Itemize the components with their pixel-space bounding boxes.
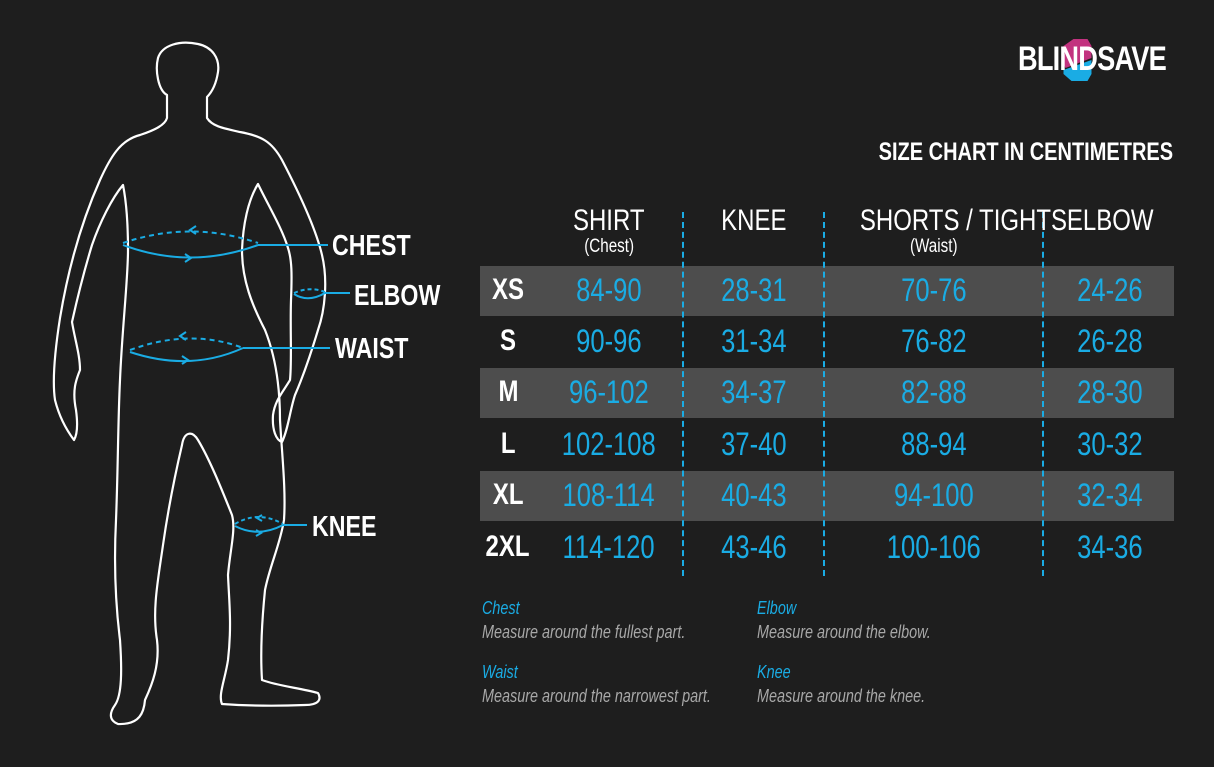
row-stripe <box>480 266 1174 316</box>
table-cell: 30-32 <box>1077 426 1143 462</box>
page-title: SIZE CHART IN CENTIMETRES <box>878 138 1173 166</box>
row-stripe <box>480 471 1174 521</box>
note-title: Elbow <box>757 598 797 618</box>
table-cell: 96-102 <box>569 374 649 410</box>
column-divider <box>823 212 825 576</box>
note-text: Measure around the fullest part. <box>482 622 686 642</box>
column-header: SHIRT <box>509 204 709 238</box>
size-label: XL <box>492 478 524 511</box>
note-title: Waist <box>482 662 518 682</box>
table-cell: 32-34 <box>1077 477 1143 513</box>
table-cell: 94-100 <box>894 477 974 513</box>
figure-label-elbow: ELBOW <box>354 280 441 312</box>
note-title: Chest <box>482 598 520 618</box>
brand-name: BLINDSAVE <box>1018 40 1167 78</box>
elbow-measure <box>293 288 350 300</box>
column-header-label: KNEE <box>721 204 787 237</box>
table-cell: 102-108 <box>562 426 656 462</box>
column-subheader: (Chest) <box>584 236 634 257</box>
column-header: SHORTS / TIGHTS <box>834 204 1067 238</box>
figure-label-chest: CHEST <box>332 230 411 262</box>
table-cell: 70-76 <box>901 272 967 308</box>
table-cell: 43-46 <box>721 529 787 565</box>
column-header: KNEE <box>654 204 854 238</box>
table-cell: 88-94 <box>901 426 967 462</box>
table-cell: 34-37 <box>721 374 787 410</box>
column-header-label: SHIRT <box>573 204 645 237</box>
note-text: Measure around the knee. <box>757 686 926 706</box>
table-cell: 76-82 <box>901 323 967 359</box>
column-divider <box>682 212 684 576</box>
row-stripe <box>480 368 1174 418</box>
column-divider <box>1042 212 1044 576</box>
table-cell: 31-34 <box>721 323 787 359</box>
chest-measure <box>122 225 328 263</box>
table-cell: 84-90 <box>576 272 642 308</box>
brand-logo-icon <box>1063 39 1092 81</box>
table-cell: 24-26 <box>1077 272 1143 308</box>
figure-label-knee: KNEE <box>312 511 377 543</box>
size-label: L <box>500 427 516 460</box>
knee-measure <box>234 514 307 537</box>
table-cell: 82-88 <box>901 374 967 410</box>
body-outline <box>52 41 327 726</box>
table-cell: 37-40 <box>721 426 787 462</box>
note-text: Measure around the elbow. <box>757 622 931 642</box>
figure-label-waist: WAIST <box>335 333 409 365</box>
table-cell: 90-96 <box>576 323 642 359</box>
size-label: XS <box>491 273 525 306</box>
table-cell: 108-114 <box>562 477 656 513</box>
table-cell: 26-28 <box>1077 323 1143 359</box>
column-header: ELBOW <box>1010 204 1210 238</box>
column-header-label: SHORTS / TIGHTS <box>859 204 1068 237</box>
column-subheader: (Waist) <box>910 236 958 257</box>
size-label: 2XL <box>485 530 531 563</box>
table-cell: 100-106 <box>887 529 981 565</box>
waist-measure <box>129 331 330 365</box>
size-label: M <box>498 375 518 408</box>
body-figure <box>52 41 350 726</box>
table-cell: 40-43 <box>721 477 787 513</box>
table-cell: 28-31 <box>721 272 787 308</box>
size-label: S <box>499 324 516 357</box>
note-title: Knee <box>757 662 791 682</box>
table-cell: 34-36 <box>1077 529 1143 565</box>
table-cell: 114-120 <box>562 529 656 565</box>
note-text: Measure around the narrowest part. <box>482 686 711 706</box>
column-header-label: ELBOW <box>1066 204 1154 237</box>
table-cell: 28-30 <box>1077 374 1143 410</box>
